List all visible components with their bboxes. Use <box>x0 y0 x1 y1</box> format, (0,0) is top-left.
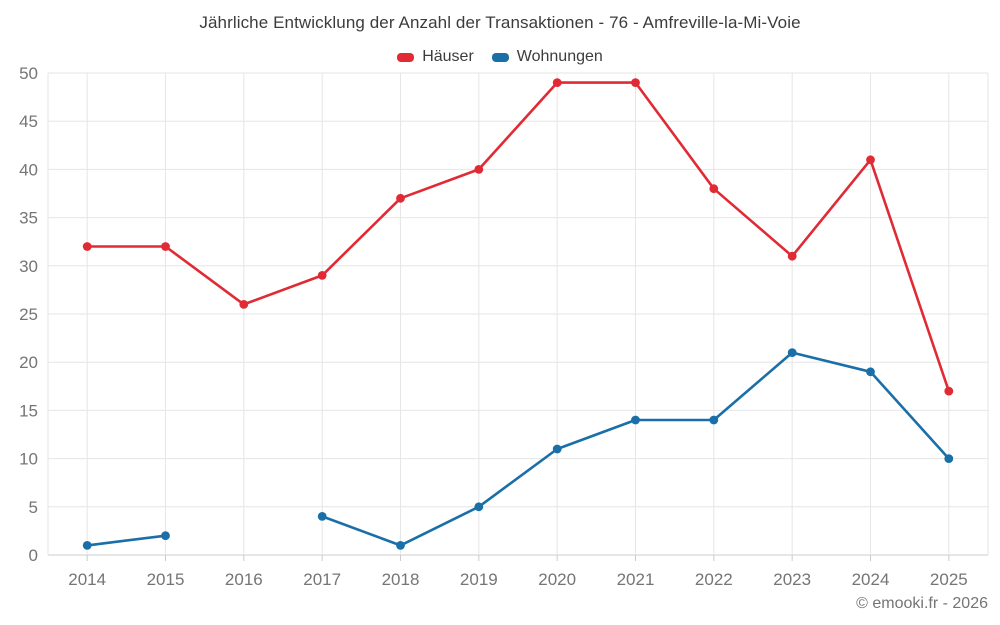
y-axis-tick-label: 25 <box>19 305 38 324</box>
wohnungen-point-2025[interactable] <box>944 454 954 463</box>
x-axis-tick-label: 2017 <box>303 570 341 589</box>
x-axis-tick-label: 2023 <box>773 570 811 589</box>
wohnungen-point-2017[interactable] <box>317 512 327 521</box>
hauser-point-2015[interactable] <box>161 242 170 251</box>
hauser-point-2025[interactable] <box>944 386 954 396</box>
hauser-point-2020[interactable] <box>552 78 562 87</box>
x-axis-tick-label: 2024 <box>852 570 890 589</box>
hauser-point-2019[interactable] <box>474 165 484 174</box>
y-axis-tick-label: 50 <box>19 64 38 83</box>
x-axis-tick-label: 2018 <box>382 570 420 589</box>
copyright-credit: © emooki.fr - 2026 <box>856 595 988 612</box>
y-axis-tick-label: 20 <box>19 353 38 372</box>
hauser-point-2017[interactable] <box>317 271 327 280</box>
x-axis-tick-label: 2014 <box>68 570 106 589</box>
hauser-point-2023[interactable] <box>787 251 797 261</box>
legend-item-wohnungen[interactable]: Wohnungen <box>491 48 603 66</box>
wohnungen-point-2018[interactable] <box>396 541 405 550</box>
hauser-point-2016[interactable] <box>239 300 249 309</box>
hauser-legend-swatch <box>397 52 415 62</box>
chart-title: Jährliche Entwicklung der Anzahl der Tra… <box>199 13 801 32</box>
wohnungen-point-2024[interactable] <box>866 367 875 377</box>
series-wohnungen <box>82 348 954 550</box>
wohnungen-line[interactable] <box>85 351 951 547</box>
y-axis-tick-label: 40 <box>19 160 38 179</box>
y-axis-tick-label: 30 <box>19 257 38 276</box>
hauser-point-2014[interactable] <box>82 242 92 251</box>
y-axis-tick-label: 5 <box>29 498 38 517</box>
x-axis-tick-label: 2016 <box>225 570 263 589</box>
y-axis-tick-label: 15 <box>19 401 38 420</box>
hauser-point-2021[interactable] <box>631 78 640 87</box>
y-axis-tick-label: 45 <box>19 112 38 131</box>
y-axis-tick-label: 35 <box>19 209 38 228</box>
x-axis-tick-label: 2019 <box>460 570 498 589</box>
y-axis-tick-label: 0 <box>29 546 38 565</box>
x-axis-tick-label: 2022 <box>695 570 733 589</box>
y-axis-tick-label: 10 <box>19 450 38 469</box>
hauser-legend-label: Häuser <box>422 48 474 65</box>
series-hauser <box>82 78 954 396</box>
wohnungen-legend-label: Wohnungen <box>516 48 603 65</box>
hauser-line[interactable] <box>85 81 951 393</box>
wohnungen-point-2015[interactable] <box>161 531 170 541</box>
wohnungen-point-2019[interactable] <box>474 502 484 512</box>
wohnungen-point-2021[interactable] <box>631 415 640 425</box>
x-axis-tick-label: 2015 <box>147 570 185 589</box>
chart-legend: Häuser Wohnungen <box>0 48 1000 66</box>
hauser-point-2018[interactable] <box>396 193 405 203</box>
wohnungen-point-2014[interactable] <box>82 541 92 550</box>
wohnungen-point-2022[interactable] <box>709 415 719 425</box>
x-axis-tick-label: 2021 <box>617 570 655 589</box>
hauser-point-2022[interactable] <box>709 184 719 194</box>
wohnungen-point-2023[interactable] <box>787 348 797 357</box>
x-axis-tick-label: 2025 <box>930 570 968 589</box>
wohnungen-legend-swatch <box>491 52 509 62</box>
legend-item-hauser[interactable]: Häuser <box>397 48 474 66</box>
hauser-point-2024[interactable] <box>866 155 875 165</box>
x-axis-tick-label: 2020 <box>538 570 576 589</box>
wohnungen-point-2020[interactable] <box>552 444 562 454</box>
